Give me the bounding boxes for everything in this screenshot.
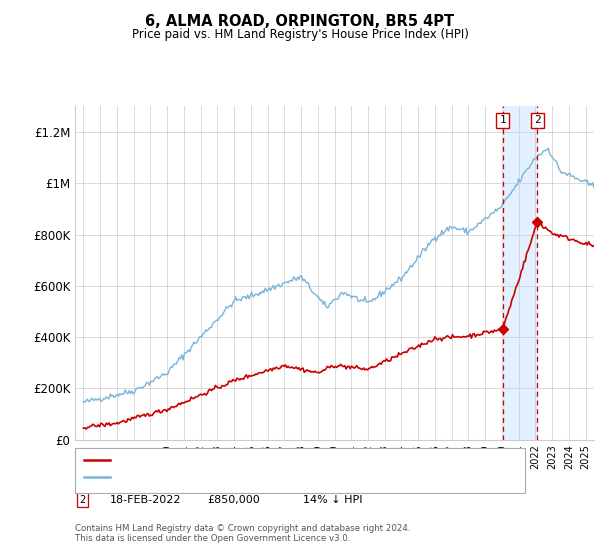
Text: 15-JAN-2020: 15-JAN-2020 [110, 472, 179, 482]
Text: 18-FEB-2022: 18-FEB-2022 [110, 494, 181, 505]
Text: £430,000: £430,000 [207, 472, 260, 482]
Text: 2: 2 [80, 494, 86, 505]
Text: HPI: Average price, detached house, Bromley: HPI: Average price, detached house, Brom… [116, 472, 352, 482]
Text: 1: 1 [499, 115, 506, 125]
Text: £850,000: £850,000 [207, 494, 260, 505]
Text: 14% ↓ HPI: 14% ↓ HPI [303, 494, 362, 505]
Text: Price paid vs. HM Land Registry's House Price Index (HPI): Price paid vs. HM Land Registry's House … [131, 28, 469, 41]
Text: Contains HM Land Registry data © Crown copyright and database right 2024.
This d: Contains HM Land Registry data © Crown c… [75, 524, 410, 543]
Text: 50% ↓ HPI: 50% ↓ HPI [303, 472, 362, 482]
Bar [503, 106, 538, 440]
Text: 6, ALMA ROAD, ORPINGTON, BR5 4PT (detached house): 6, ALMA ROAD, ORPINGTON, BR5 4PT (detach… [116, 455, 406, 465]
Text: 6, ALMA ROAD, ORPINGTON, BR5 4PT: 6, ALMA ROAD, ORPINGTON, BR5 4PT [145, 14, 455, 29]
Text: 1: 1 [80, 472, 86, 482]
Text: 2: 2 [534, 115, 541, 125]
